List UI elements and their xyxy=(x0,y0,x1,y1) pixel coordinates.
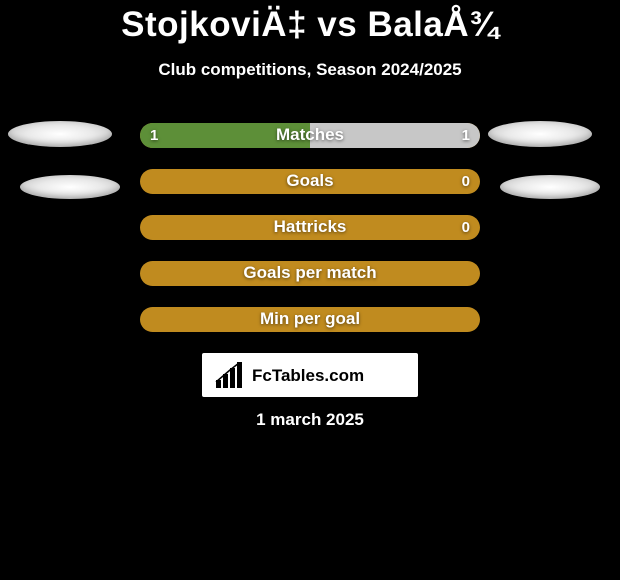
bar-value-right: 0 xyxy=(462,173,470,190)
bar-track: Min per goal xyxy=(140,307,480,332)
stat-row: Matches1 1 xyxy=(0,123,620,169)
bar-label: Hattricks xyxy=(140,217,480,237)
left-ellipse xyxy=(8,121,112,147)
stat-row: Hattricks0 xyxy=(0,215,620,261)
stats-comparison-card: StojkoviÄ‡ vs BalaÅ¾ Club competitions, … xyxy=(0,0,620,353)
bar-track: Hattricks0 xyxy=(140,215,480,240)
bar-label: Goals per match xyxy=(140,263,480,283)
left-ellipse xyxy=(20,175,120,199)
bar-track: Goals0 xyxy=(140,169,480,194)
bar-label: Goals xyxy=(140,171,480,191)
fctables-logo: FcTables.com xyxy=(202,353,418,397)
right-ellipse xyxy=(500,175,600,199)
date-line: 1 march 2025 xyxy=(0,410,620,430)
bar-value-right: 1 xyxy=(462,127,470,144)
fctables-logo-svg: FcTables.com xyxy=(212,358,408,392)
comparison-rows: Matches11Goals0Hattricks0Goals per match… xyxy=(0,123,620,353)
stat-row: Goals per match xyxy=(0,261,620,307)
logo-text: FcTables.com xyxy=(252,366,364,385)
bar-label: Matches xyxy=(140,125,480,145)
bar-value-left: 1 xyxy=(150,127,158,144)
bar-label: Min per goal xyxy=(140,309,480,329)
bar-track: Goals per match xyxy=(140,261,480,286)
subtitle: Club competitions, Season 2024/2025 xyxy=(0,60,620,80)
bar-value-right: 0 xyxy=(462,219,470,236)
stat-row: Goals0 xyxy=(0,169,620,215)
title: StojkoviÄ‡ vs BalaÅ¾ xyxy=(0,0,620,45)
stat-row: Min per goal xyxy=(0,307,620,353)
right-ellipse xyxy=(488,121,592,147)
bar-track: Matches1 1 xyxy=(140,123,480,148)
